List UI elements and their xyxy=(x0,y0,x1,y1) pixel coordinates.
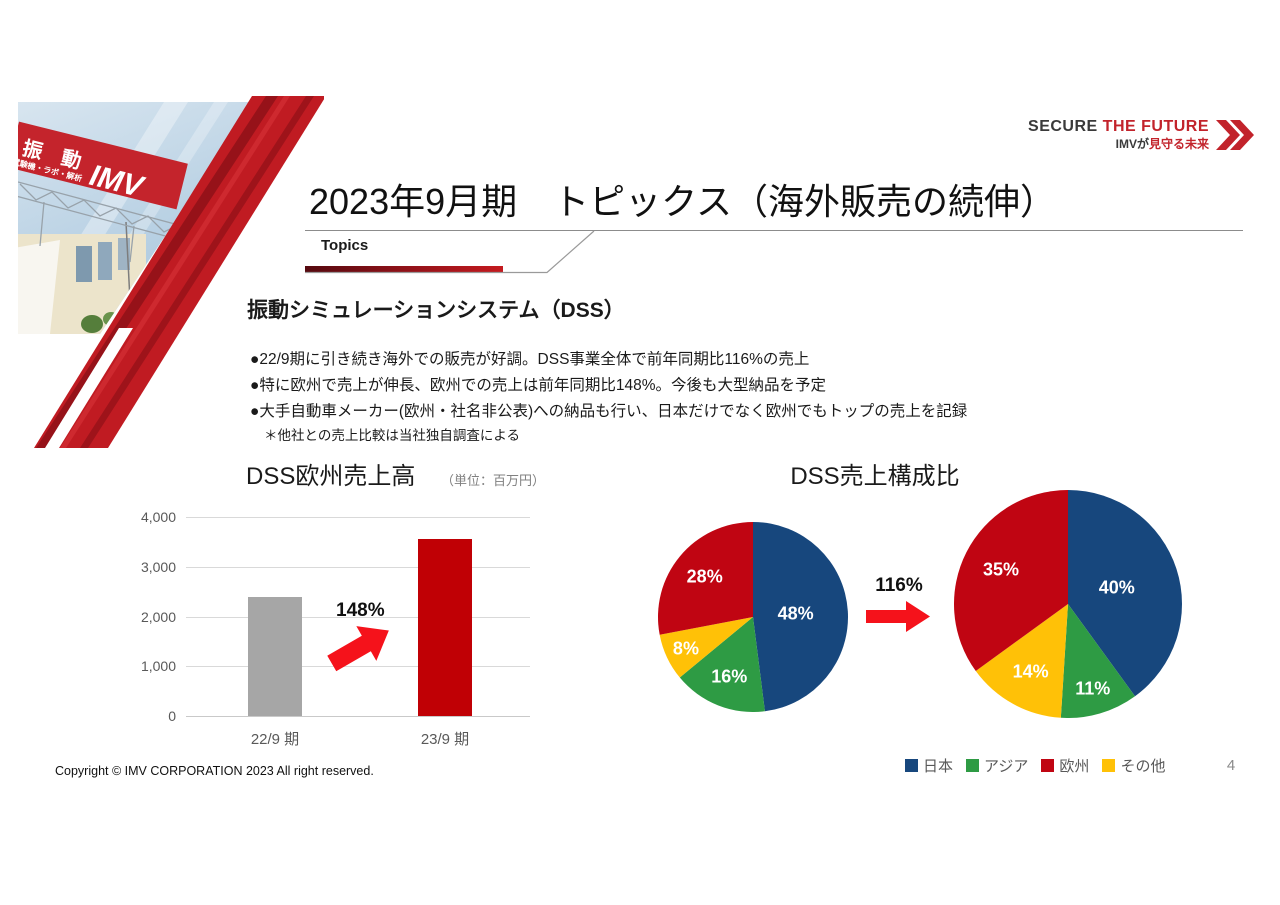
tree xyxy=(81,315,103,333)
pie-value-label: 14% xyxy=(1012,661,1049,682)
legend-label: 欧州 xyxy=(1059,758,1090,775)
brand-logo: SECURE THE FUTURE IMVが見守る未来 xyxy=(1028,117,1254,152)
pie-slice-その他 xyxy=(975,604,1068,718)
topics-tab-outline xyxy=(305,230,595,274)
gridline xyxy=(186,666,530,668)
footnote: ＊他社との売上比較は当社独自調査による xyxy=(264,428,520,443)
bar-23/9 期 xyxy=(418,539,472,716)
legend-item-その他: その他 xyxy=(1102,755,1165,776)
pie-chart-left: 48% 16% 8% 28% xyxy=(658,522,848,712)
billboard-truss xyxy=(18,181,187,263)
brand-tagline: IMVが見守る未来 xyxy=(1115,137,1209,151)
legend-item-欧州: 欧州 xyxy=(1041,755,1089,776)
growth-arrow-icon xyxy=(327,626,389,672)
bullet-item: ●特に欧州で売上が伸長、欧州での売上は前年同期比148%。今後も大型納品を予定 xyxy=(250,377,827,394)
double-chevron-icon xyxy=(1216,119,1254,150)
page-title: 2023年9月期 トピックス（海外販売の続伸） xyxy=(309,181,1057,222)
pie-slice-日本 xyxy=(1068,490,1182,697)
legend-swatch xyxy=(1102,759,1116,772)
pie-value-label: 8% xyxy=(672,638,699,659)
pie-slice-欧州 xyxy=(954,490,1068,672)
y-tick-label: 0 xyxy=(168,708,176,724)
legend-label: アジア xyxy=(984,758,1029,775)
brand-the-future: THE FUTURE xyxy=(1102,118,1209,135)
y-tick-label: 1,000 xyxy=(140,658,176,675)
pie-growth-label: 116% xyxy=(875,575,923,596)
pie-value-label: 11% xyxy=(1075,678,1111,699)
pie-chart-right: 40% 11% 14% 35% xyxy=(954,490,1182,718)
x-category-label: 22/9 期 xyxy=(250,731,300,748)
pie-value-label: 28% xyxy=(686,566,723,587)
pie-slice-日本 xyxy=(753,522,848,712)
pie-slice-欧州 xyxy=(658,522,753,635)
pie-value-label: 48% xyxy=(777,603,814,624)
x-category-label: 23/9 期 xyxy=(420,731,470,748)
pie-chart-title: DSS売上構成比 xyxy=(790,463,960,490)
brand-secure: SECURE xyxy=(1028,118,1098,135)
gridline xyxy=(186,716,530,717)
bar-22/9 期 xyxy=(248,597,302,716)
corner-collage-graphic: 振 動 試験機・ラボ・解析 IMV xyxy=(18,96,324,448)
page-number: 4 xyxy=(1226,757,1236,774)
y-tick-label: 3,000 xyxy=(140,558,176,575)
legend-swatch xyxy=(966,759,980,772)
copyright-text: Copyright © IMV CORPORATION 2023 All rig… xyxy=(55,764,374,778)
legend-swatch xyxy=(905,759,918,772)
legend-label: その他 xyxy=(1120,758,1166,775)
gridline xyxy=(186,517,530,518)
pie-value-label: 16% xyxy=(711,666,748,687)
pie-value-label: 35% xyxy=(982,559,1019,580)
topics-tab-label: Topics xyxy=(321,237,369,254)
pie-slice-その他 xyxy=(659,617,753,678)
title-divider xyxy=(305,230,1243,231)
pie-slice-アジア xyxy=(679,617,765,712)
bullet-item: ●大手自動車メーカー(欧州・社名非公表)への納品も行い、日本だけでなく欧州でもト… xyxy=(250,403,968,420)
y-tick-label: 2,000 xyxy=(140,608,176,625)
topics-accent-bar xyxy=(305,266,503,272)
bullet-list: ●22/9期に引き続き海外での販売が好調。DSS事業全体で前年同期比116%の売… xyxy=(250,347,967,425)
pie-legend: 日本 アジア 欧州 その他 xyxy=(905,755,1165,776)
bar-growth-label: 148% xyxy=(336,600,385,621)
gridline xyxy=(186,566,530,568)
growth-arrow-icon xyxy=(866,601,930,632)
brand-slogan: SECURE THE FUTURE xyxy=(1028,117,1209,137)
pie-slice-アジア xyxy=(1060,604,1136,718)
legend-swatch xyxy=(1041,759,1055,772)
bar-chart-unit-label: （単位：百万円） xyxy=(441,473,546,488)
bar-chart-plot xyxy=(186,517,530,717)
pie-value-label: 40% xyxy=(1098,577,1135,598)
legend-item-日本: 日本 xyxy=(905,755,953,776)
red-ribbons xyxy=(34,96,324,448)
bar-chart-yaxis: 0 1,000 2,000 3,000 4,000 xyxy=(118,509,176,724)
legend-item-アジア: アジア xyxy=(966,755,1028,776)
legend-label: 日本 xyxy=(923,758,954,775)
y-tick-label: 4,000 xyxy=(140,509,176,525)
bar-chart-title: DSS欧州売上高 xyxy=(246,463,416,490)
bullet-item: ●22/9期に引き続き海外での販売が好調。DSS事業全体で前年同期比116%の売… xyxy=(250,351,810,368)
section-heading: 振動シミュレーションシステム（DSS） xyxy=(247,299,625,322)
gridline xyxy=(186,616,530,618)
